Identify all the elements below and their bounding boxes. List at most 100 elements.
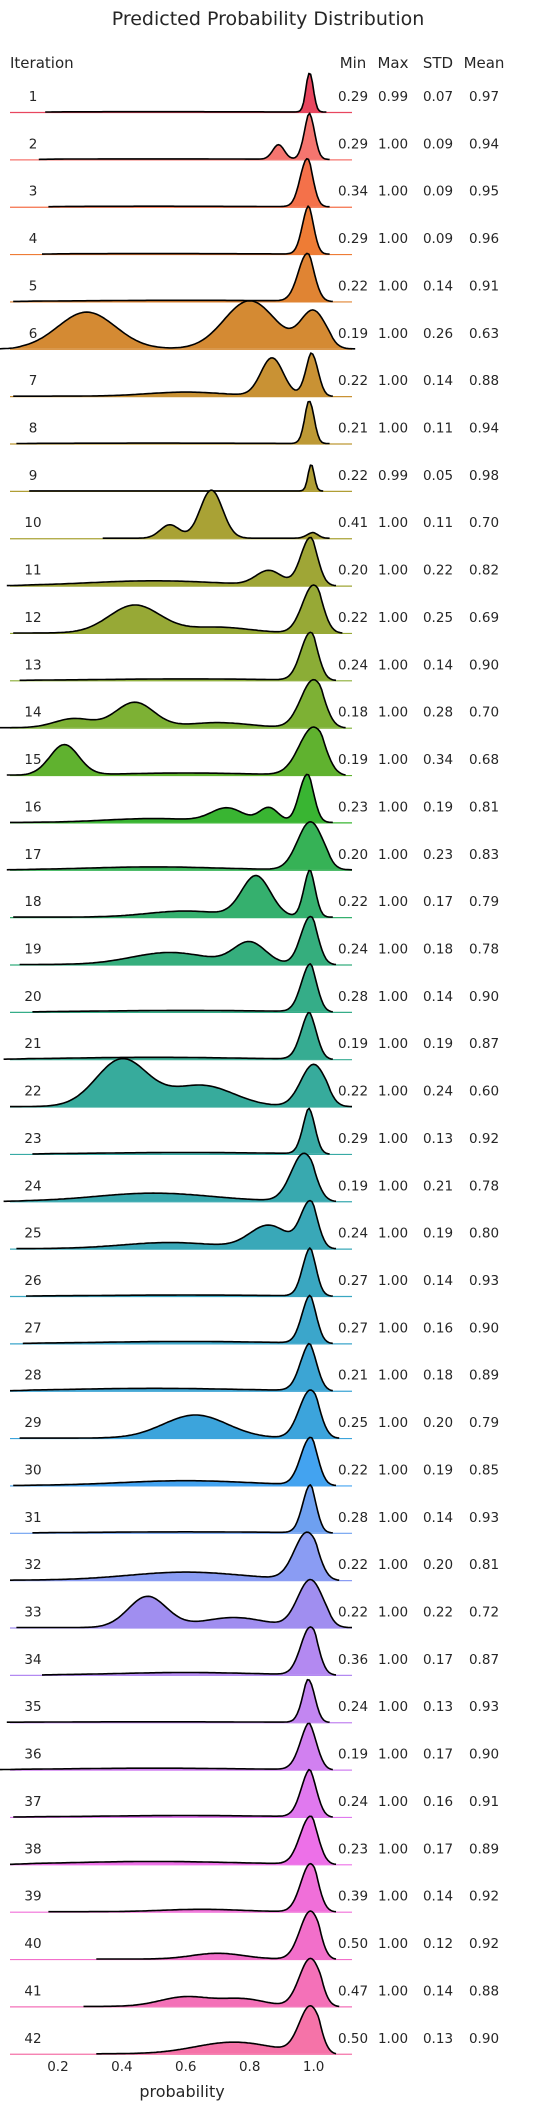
ridge-outline [102,489,330,539]
ridge-row: 38 0.23 1.00 0.17 0.89 [10,1815,499,1866]
ridge-outline [48,1862,337,1913]
ridge-row: 41 0.47 1.00 0.14 0.88 [10,1957,499,2008]
stat-max: 1.00 [378,1084,408,1100]
row-header: Iteration [10,54,74,72]
stat-std: 0.22 [423,1605,453,1621]
ridge-area [19,916,336,965]
ridge-outline [29,464,324,492]
ridge-row: 20 0.28 1.00 0.14 0.90 [10,963,499,1013]
iteration-label: 7 [29,373,38,389]
ridge-outline [32,1484,333,1534]
stat-std: 0.17 [423,1652,453,1668]
stat-min: 0.29 [338,136,368,152]
ridge-row: 19 0.24 1.00 0.18 0.78 [10,915,499,966]
stat-min: 0.22 [338,1084,368,1100]
stat-std: 0.25 [423,610,453,626]
iteration-label: 25 [24,1226,41,1242]
stat-std: 0.13 [423,1699,453,1715]
stat-min: 0.24 [338,1226,368,1242]
ridge-area [10,1058,352,1107]
stat-mean: 0.70 [469,515,499,531]
stat-std: 0.05 [423,468,453,484]
iteration-label: 15 [24,752,41,768]
stat-std: 0.14 [423,1273,453,1289]
stat-std: 0.20 [423,1557,453,1573]
ridge-outline [6,821,353,871]
iteration-label: 26 [24,1273,41,1289]
stat-min: 0.21 [338,1368,368,1384]
stat-mean: 0.78 [469,1178,499,1194]
stat-min: 0.23 [338,1841,368,1857]
iteration-label: 1 [29,89,38,105]
stat-mean: 0.93 [469,1510,499,1526]
iteration-label: 13 [24,657,41,673]
ridge-area [6,727,346,776]
stat-max: 1.00 [378,1747,408,1763]
ridge-row: 37 0.24 1.00 0.16 0.91 [10,1768,499,1819]
stat-std: 0.19 [423,1462,453,1478]
iteration-label: 22 [24,1084,41,1100]
ridge-area [3,1012,333,1060]
stat-min: 0.24 [338,941,368,957]
stat-max: 1.00 [378,1510,408,1526]
stat-max: 1.00 [378,610,408,626]
stat-min: 0.29 [338,89,368,105]
stat-max: 1.00 [378,421,408,437]
stat-mean: 0.60 [469,1084,499,1100]
stat-min: 0.41 [338,515,368,531]
ridge-outline [10,1531,340,1581]
stat-min: 0.25 [338,1415,368,1431]
stat-min: 0.19 [338,326,368,342]
ridge-outline [13,1768,333,1818]
ridge-row: 27 0.27 1.00 0.16 0.90 [10,1294,499,1345]
ridge-area [16,401,330,444]
ridge-outline [3,1152,337,1203]
stat-std: 0.24 [423,1084,453,1100]
ridge-area [13,870,333,918]
stat-mean: 0.63 [469,326,499,342]
stat-mean: 0.98 [469,468,499,484]
iteration-label: 39 [24,1889,41,1905]
stat-mean: 0.89 [469,1368,499,1384]
ridge-row: 31 0.28 1.00 0.14 0.93 [10,1484,499,1534]
iteration-label: 24 [24,1178,41,1194]
stat-mean: 0.93 [469,1273,499,1289]
iteration-label: 16 [24,799,41,815]
ridge-area [48,158,330,207]
ridge-area [19,632,336,681]
stat-max: 1.00 [378,1462,408,1478]
ridge-row: 17 0.20 1.00 0.23 0.83 [6,821,499,871]
ridge-row: 33 0.22 1.00 0.22 0.72 [10,1578,499,1629]
stat-std: 0.14 [423,1983,453,1999]
stat-mean: 0.79 [469,894,499,910]
ridge-outline [0,300,356,350]
ridge-outline [16,400,330,445]
iteration-label: 29 [24,1415,41,1431]
stat-mean: 0.79 [469,1415,499,1431]
stat-header-min: Min [340,54,367,72]
ridge-outline [0,678,346,729]
stat-min: 0.22 [338,1462,368,1478]
ridge-row: 14 0.18 1.00 0.28 0.70 [0,678,499,729]
iteration-label: 6 [29,326,38,342]
ridge-area [38,113,330,160]
ridge-row: 23 0.29 1.00 0.13 0.92 [10,1107,499,1156]
stat-min: 0.28 [338,989,368,1005]
ridge-row: 24 0.19 1.00 0.21 0.78 [3,1152,499,1203]
ridge-outline [13,1436,337,1487]
stat-max: 1.00 [378,1699,408,1715]
iteration-label: 11 [24,563,41,579]
stat-max: 1.00 [378,1415,408,1431]
stat-min: 0.29 [338,1131,368,1147]
stat-mean: 0.95 [469,184,499,200]
stat-std: 0.21 [423,1178,453,1194]
iteration-label: 2 [29,136,38,152]
stat-max: 1.00 [378,373,408,389]
stat-mean: 0.88 [469,1983,499,1999]
ridge-area [13,1769,333,1817]
ridge-area [10,1816,336,1865]
stat-std: 0.14 [423,1889,453,1905]
stat-min: 0.50 [338,2031,368,2047]
stat-max: 1.00 [378,894,408,910]
